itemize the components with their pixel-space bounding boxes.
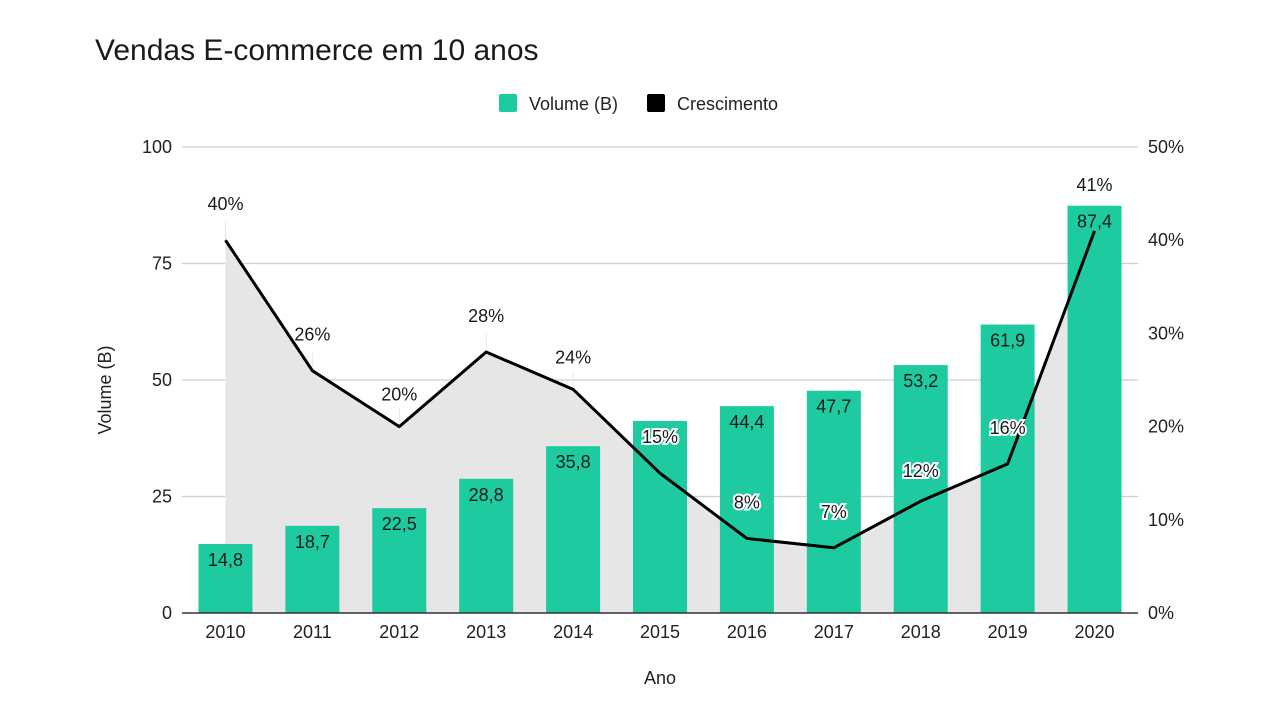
x-tick-label: 2019 <box>988 622 1028 642</box>
y-right-tick-label: 20% <box>1148 417 1184 437</box>
bar-2017 <box>806 390 861 613</box>
y-right-tick-label: 10% <box>1148 510 1184 530</box>
line-layer <box>224 230 1096 550</box>
growth-line <box>224 230 1096 550</box>
x-tick-label: 2010 <box>205 622 245 642</box>
x-tick-label: 2020 <box>1075 622 1115 642</box>
y-right-tick-label: 30% <box>1148 323 1184 343</box>
bar-value-label: 28,8 <box>469 485 504 505</box>
growth-value-label: 12% <box>903 461 939 481</box>
growth-value-label: 7% <box>821 502 847 522</box>
bar-value-label: 14,8 <box>208 550 243 570</box>
growth-value-label: 16% <box>990 418 1026 438</box>
bar-2018 <box>893 365 948 613</box>
growth-value-label: 28% <box>468 306 504 326</box>
growth-value-label: 24% <box>555 347 591 367</box>
x-tick-label: 2013 <box>466 622 506 642</box>
y-right-tick-label: 50% <box>1148 137 1184 157</box>
bar-layer <box>198 205 1122 613</box>
growth-value-label: 26% <box>294 325 330 345</box>
x-tick-label: 2017 <box>814 622 854 642</box>
y-left-tick-label: 100 <box>142 137 172 157</box>
legend: Volume (B) Crescimento <box>499 94 778 114</box>
y-left-tick-label: 0 <box>162 603 172 623</box>
legend-swatch-volume <box>499 94 517 112</box>
growth-area <box>225 230 1095 613</box>
bar-value-label: 18,7 <box>295 532 330 552</box>
y-right-tick-label: 0% <box>1148 603 1174 623</box>
axis-layer: 0 25 50 75 100 0% 10% 20% 30% 40% 50% 2010 2011 2012 2… <box>95 137 1184 688</box>
legend-label-growth: Crescimento <box>677 94 778 114</box>
x-tick-label: 2011 <box>293 622 332 642</box>
chart-title: Vendas E-commerce em 10 anos <box>95 34 539 67</box>
y-left-tick-label: 25 <box>152 487 172 507</box>
bar-value-label: 35,8 <box>556 452 591 472</box>
bar-2020 <box>1067 205 1122 613</box>
x-tick-label: 2018 <box>901 622 941 642</box>
bar-value-label: 47,7 <box>816 397 851 417</box>
bar-value-label: 53,2 <box>903 371 938 391</box>
y-right-tick-label: 40% <box>1148 230 1184 250</box>
bar-value-label: 87,4 <box>1077 212 1112 232</box>
growth-value-label: 41% <box>1077 175 1113 195</box>
bar-2011 <box>285 525 340 613</box>
bar-2013 <box>459 478 514 613</box>
growth-value-label: 8% <box>734 492 760 512</box>
label-layer: 14,8 18,7 22,5 28,8 35,8 44,4 47,7 53,2 61,9 87,4… <box>207 175 1112 570</box>
bar-value-label: 61,9 <box>990 331 1025 351</box>
growth-value-label: 20% <box>381 385 417 405</box>
bar-value-label: 44,4 <box>729 412 764 432</box>
bar-2010 <box>198 544 253 613</box>
x-tick-label: 2016 <box>727 622 767 642</box>
bar-value-label: 22,5 <box>382 514 417 534</box>
growth-value-label: 40% <box>207 194 243 214</box>
bar-2019 <box>980 324 1035 613</box>
y-left-tick-label: 75 <box>152 254 172 274</box>
bar-2015 <box>633 421 687 613</box>
y-axis-title: Volume (B) <box>95 345 115 434</box>
growth-value-label: 15% <box>642 427 678 447</box>
bar-2016 <box>719 406 774 613</box>
x-axis-title: Ano <box>644 668 676 688</box>
x-tick-label: 2012 <box>379 622 419 642</box>
x-tick-label: 2015 <box>640 622 680 642</box>
bar-2012 <box>372 508 427 613</box>
legend-label-volume: Volume (B) <box>529 94 618 114</box>
legend-swatch-growth <box>647 94 665 112</box>
x-tick-label: 2014 <box>553 622 593 642</box>
y-left-tick-label: 50 <box>152 370 172 390</box>
bar-2014 <box>546 446 601 613</box>
